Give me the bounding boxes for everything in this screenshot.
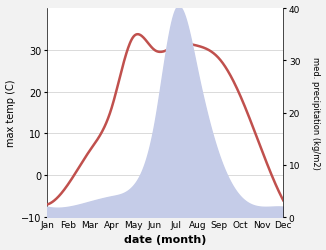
X-axis label: date (month): date (month)	[124, 234, 206, 244]
Y-axis label: med. precipitation (kg/m2): med. precipitation (kg/m2)	[311, 57, 320, 169]
Y-axis label: max temp (C): max temp (C)	[6, 80, 16, 147]
